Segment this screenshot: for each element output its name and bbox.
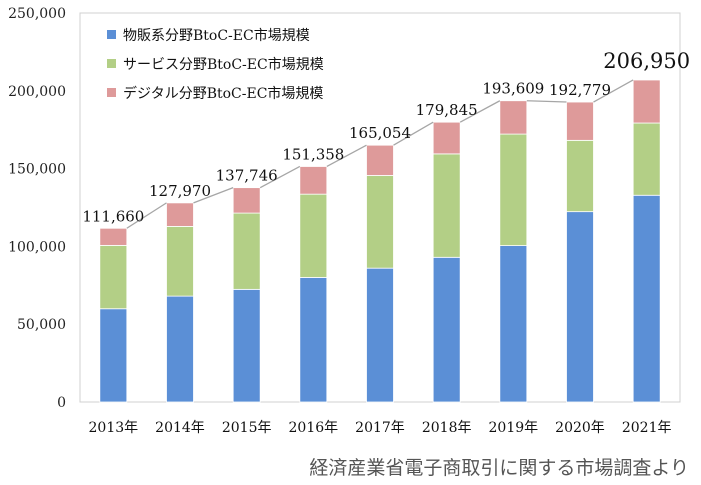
bar-segment-goods: [632, 194, 661, 403]
bar-segment-service: [566, 139, 594, 213]
bar-segment-service: [499, 133, 528, 246]
total-label: 127,970: [149, 182, 211, 200]
total-label: 192,779: [549, 81, 611, 99]
bar-segment-goods: [232, 288, 261, 403]
total-label: 206,950: [603, 49, 690, 73]
bar-segment-digital: [432, 121, 461, 155]
total-connector-line: [459, 100, 501, 123]
bar-segment-goods: [99, 308, 128, 403]
total-label: 179,845: [416, 101, 478, 119]
bar-segment-goods: [432, 256, 461, 403]
legend-label: サービス分野BtoC-EC市場規模: [123, 56, 324, 73]
x-tick-label: 2017年: [355, 420, 405, 436]
bar-segment-digital: [99, 227, 128, 246]
bar-segment-digital: [366, 144, 394, 176]
bar-segment-service: [366, 175, 394, 269]
bar-segment-goods: [566, 211, 594, 403]
bar-segment-goods: [499, 245, 528, 403]
x-tick-label: 2019年: [489, 420, 539, 436]
total-label: 193,609: [482, 80, 544, 98]
y-tick-label: 250,000: [8, 6, 66, 22]
y-tick-label: 0: [57, 395, 66, 411]
y-tick-label: 100,000: [8, 239, 66, 255]
total-connector-line: [193, 187, 234, 204]
total-connector-line: [259, 165, 301, 189]
legend-swatch: [107, 88, 116, 97]
bar-segment-service: [632, 122, 661, 196]
bar-segment-goods: [366, 267, 394, 403]
total-connector-line: [593, 79, 634, 103]
x-tick-label: 2014年: [155, 420, 205, 436]
source-note: 経済産業省電子商取引に関する市場調査より: [309, 457, 689, 479]
total-label: 111,660: [82, 207, 144, 225]
total-connector-line: [126, 202, 167, 229]
total-connector-line: [526, 100, 567, 103]
bar-segment-digital: [499, 100, 528, 135]
legend-swatch: [107, 59, 116, 68]
bar-segment-goods: [166, 295, 194, 403]
bar-segment-service: [232, 212, 261, 290]
x-tick-label: 2020年: [555, 420, 605, 436]
x-tick-label: 2018年: [422, 420, 472, 436]
bar-segment-digital: [299, 166, 328, 195]
bar-segment-service: [166, 225, 194, 297]
bar-segment-service: [99, 244, 128, 310]
total-label: 151,358: [282, 145, 344, 163]
x-tick-label: 2016年: [289, 420, 339, 436]
total-label: 165,054: [349, 124, 411, 142]
bar-segment-digital: [632, 79, 661, 124]
x-tick-label: 2021年: [622, 420, 672, 436]
bar-segment-service: [299, 193, 328, 278]
total-label: 137,746: [216, 167, 278, 185]
legend-label: デジタル分野BtoC-EC市場規模: [123, 85, 323, 102]
bar-segment-service: [432, 153, 461, 258]
y-tick-label: 200,000: [8, 84, 66, 100]
y-tick-label: 150,000: [8, 162, 66, 178]
legend-swatch: [107, 30, 116, 39]
bar-segment-digital: [566, 101, 594, 141]
x-tick-label: 2013年: [89, 420, 139, 436]
bar-segment-goods: [299, 277, 328, 403]
x-tick-label: 2015年: [222, 420, 272, 436]
total-connector-line: [393, 121, 434, 146]
y-tick-label: 50,000: [17, 317, 66, 333]
total-connector-line: [326, 144, 367, 168]
bar-segment-digital: [232, 187, 261, 214]
bar-segment-digital: [166, 202, 194, 227]
legend-label: 物販系分野BtoC-EC市場規模: [123, 27, 310, 44]
